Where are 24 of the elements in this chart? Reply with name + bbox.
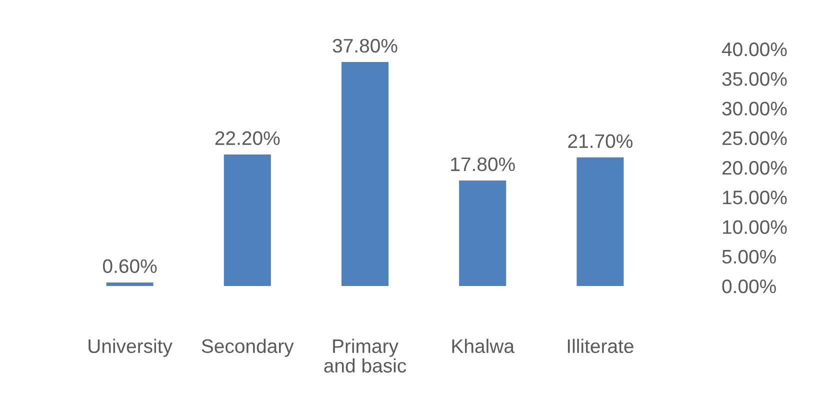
bar [106,282,154,286]
y-tick-label: 5.00% [722,250,776,264]
data-label: 22.20% [215,131,280,146]
bar [459,180,506,286]
bar [341,62,389,286]
data-label: 17.80% [451,157,515,172]
bar [576,157,624,286]
x-tick-label: Primary and basic [324,338,406,373]
data-label: 37.80% [332,38,398,53]
y-tick-label: 10.00% [722,220,787,234]
y-tick-label: 35.00% [722,72,787,86]
y-tick-label: 40.00% [722,42,787,56]
y-tick-label: 0.00% [722,279,776,294]
y-tick-label: 30.00% [722,102,787,116]
x-tick-label: Illiterate [568,338,634,354]
y-tick-label: 25.00% [722,131,787,146]
y-tick-label: 20.00% [722,160,787,175]
x-tick-label: Secondary [202,338,294,357]
x-tick-label: University [88,338,172,357]
x-tick-label: Khalwa [452,338,514,354]
y-tick-label: 15.00% [722,190,787,204]
bar [224,154,271,286]
data-label: 0.60% [102,259,157,274]
data-label: 21.70% [568,134,632,148]
